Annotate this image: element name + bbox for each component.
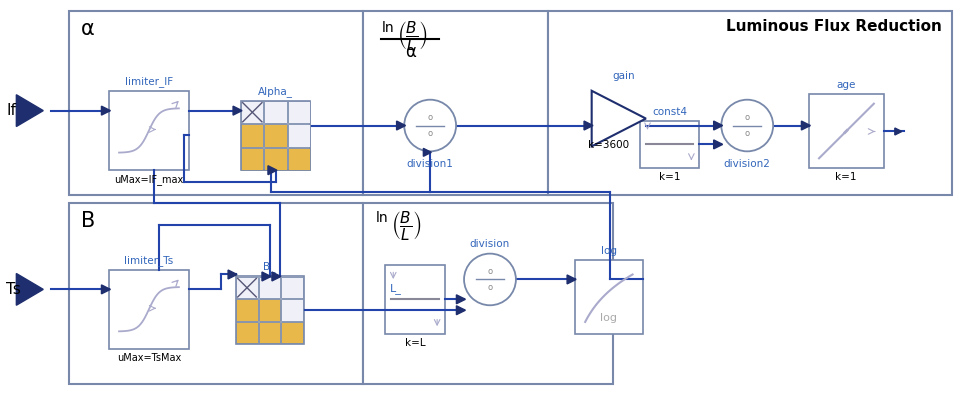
Bar (548, 11, 951, 195)
Bar (281, 277, 303, 298)
Bar (288, 148, 310, 170)
Text: k=1: k=1 (659, 172, 681, 182)
Bar (288, 124, 310, 146)
Bar (288, 101, 310, 123)
Bar (69, 203, 363, 384)
Bar (109, 91, 189, 170)
Polygon shape (802, 121, 810, 130)
Bar (259, 322, 280, 344)
Polygon shape (567, 275, 576, 284)
Bar (575, 260, 642, 334)
Text: log: log (601, 246, 616, 256)
Bar (264, 101, 287, 123)
Text: Alpha_: Alpha_ (258, 86, 293, 97)
Text: o: o (488, 267, 492, 276)
Text: division1: division1 (407, 159, 453, 169)
Polygon shape (456, 306, 466, 315)
Text: k=3600: k=3600 (588, 140, 629, 150)
Text: uMax=TsMax: uMax=TsMax (117, 353, 181, 363)
Bar (259, 300, 280, 321)
Bar (241, 101, 263, 123)
Bar (236, 300, 258, 321)
Polygon shape (584, 121, 593, 130)
Polygon shape (268, 166, 276, 175)
Text: o: o (427, 129, 433, 138)
Text: ln: ln (381, 21, 394, 35)
Text: o: o (427, 113, 433, 122)
Polygon shape (16, 95, 43, 126)
Text: gain: gain (612, 71, 635, 81)
Text: k=1: k=1 (835, 172, 856, 182)
Text: age: age (836, 80, 855, 90)
Text: o: o (745, 113, 750, 122)
Polygon shape (591, 91, 646, 146)
Bar (236, 322, 258, 344)
Polygon shape (396, 121, 405, 130)
Bar (241, 101, 310, 170)
Text: ln: ln (375, 211, 388, 225)
Text: limiter_Ts: limiter_Ts (125, 255, 174, 266)
Text: Luminous Flux Reduction: Luminous Flux Reduction (726, 19, 942, 34)
Text: k=L: k=L (405, 338, 425, 348)
Circle shape (721, 100, 773, 151)
Polygon shape (895, 128, 901, 135)
Bar (363, 203, 612, 384)
Polygon shape (456, 295, 466, 304)
Bar (281, 300, 303, 321)
Bar (639, 120, 700, 168)
Polygon shape (272, 272, 281, 281)
Text: B: B (82, 211, 95, 231)
Polygon shape (16, 274, 43, 305)
Polygon shape (102, 106, 110, 115)
Bar (241, 124, 263, 146)
Polygon shape (102, 285, 110, 294)
Text: $\left(\dfrac{B}{L}\right)$: $\left(\dfrac{B}{L}\right)$ (392, 209, 421, 242)
Polygon shape (713, 121, 723, 130)
Polygon shape (262, 272, 271, 281)
Bar (236, 277, 258, 298)
Bar (809, 94, 884, 168)
Polygon shape (233, 106, 242, 115)
Text: If: If (7, 103, 16, 118)
Text: limiter_IF: limiter_IF (125, 76, 173, 87)
Text: o: o (745, 129, 750, 138)
Text: α: α (82, 19, 95, 39)
Text: α: α (405, 43, 416, 61)
Bar (363, 11, 548, 195)
Bar (109, 270, 189, 349)
Polygon shape (228, 270, 237, 279)
Text: L_: L_ (391, 284, 402, 294)
Bar (281, 322, 303, 344)
Text: $\left(\dfrac{B}{L}\right)$: $\left(\dfrac{B}{L}\right)$ (397, 19, 428, 52)
Polygon shape (713, 140, 723, 149)
Bar (241, 148, 263, 170)
Bar (264, 148, 287, 170)
Bar (69, 11, 363, 195)
Text: B_: B_ (263, 262, 276, 272)
Bar (259, 277, 280, 298)
Circle shape (464, 254, 516, 305)
Text: uMax=IF_max: uMax=IF_max (114, 174, 183, 185)
Circle shape (404, 100, 456, 151)
Text: o: o (488, 283, 492, 292)
Text: Ts: Ts (7, 282, 21, 297)
Bar (385, 264, 445, 334)
Polygon shape (423, 148, 431, 156)
Bar (236, 276, 303, 344)
Text: division: division (469, 239, 510, 249)
Text: const4: const4 (652, 106, 687, 116)
Text: division2: division2 (724, 159, 771, 169)
Bar (264, 124, 287, 146)
Text: log: log (600, 313, 617, 323)
